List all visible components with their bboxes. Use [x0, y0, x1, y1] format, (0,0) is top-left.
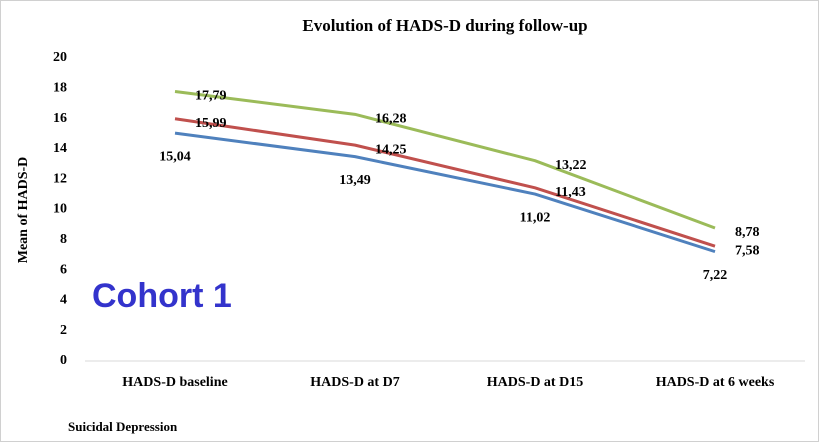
- x-tick-label: HADS-D baseline: [122, 375, 227, 390]
- data-label: 7,22: [703, 268, 728, 283]
- chart-title: Evolution of HADS-D during follow-up: [302, 16, 587, 35]
- x-tick-label: HADS-D at 6 weeks: [656, 375, 775, 390]
- y-tick-label: 6: [60, 262, 67, 277]
- y-tick-label: 10: [53, 202, 67, 217]
- data-label: 11,43: [555, 185, 586, 200]
- data-label: 17,79: [195, 89, 227, 104]
- y-tick-label: 12: [53, 171, 67, 186]
- data-label: 13,49: [339, 173, 371, 188]
- x-tick-label: HADS-D at D15: [487, 375, 583, 390]
- data-label: 7,58: [735, 243, 760, 258]
- y-tick-label: 8: [60, 232, 67, 247]
- x-tick-label: HADS-D at D7: [310, 375, 399, 390]
- annotation: Cohort 1: [92, 277, 232, 315]
- y-tick-label: 14: [53, 141, 67, 156]
- y-tick-label: 0: [60, 353, 67, 368]
- y-tick-label: 4: [60, 293, 67, 308]
- line-series: [174, 89, 716, 230]
- data-label: 11,02: [520, 210, 551, 225]
- data-label: 13,22: [555, 158, 587, 173]
- y-tick-label: 18: [53, 81, 67, 96]
- data-label: 8,78: [735, 225, 760, 240]
- y-tick-label: 20: [53, 50, 67, 65]
- y-axis-title: Mean of HADS-D: [16, 157, 31, 264]
- data-label: 15,04: [159, 149, 191, 164]
- line-series: [174, 131, 716, 254]
- y-tick-label: 2: [60, 323, 67, 338]
- data-label: 14,25: [375, 142, 407, 157]
- footnote: Suicidal Depression: [68, 419, 178, 434]
- y-tick-label: 16: [53, 111, 67, 126]
- data-label: 15,99: [195, 116, 227, 131]
- data-label: 16,28: [375, 112, 407, 127]
- line-series: [174, 117, 716, 248]
